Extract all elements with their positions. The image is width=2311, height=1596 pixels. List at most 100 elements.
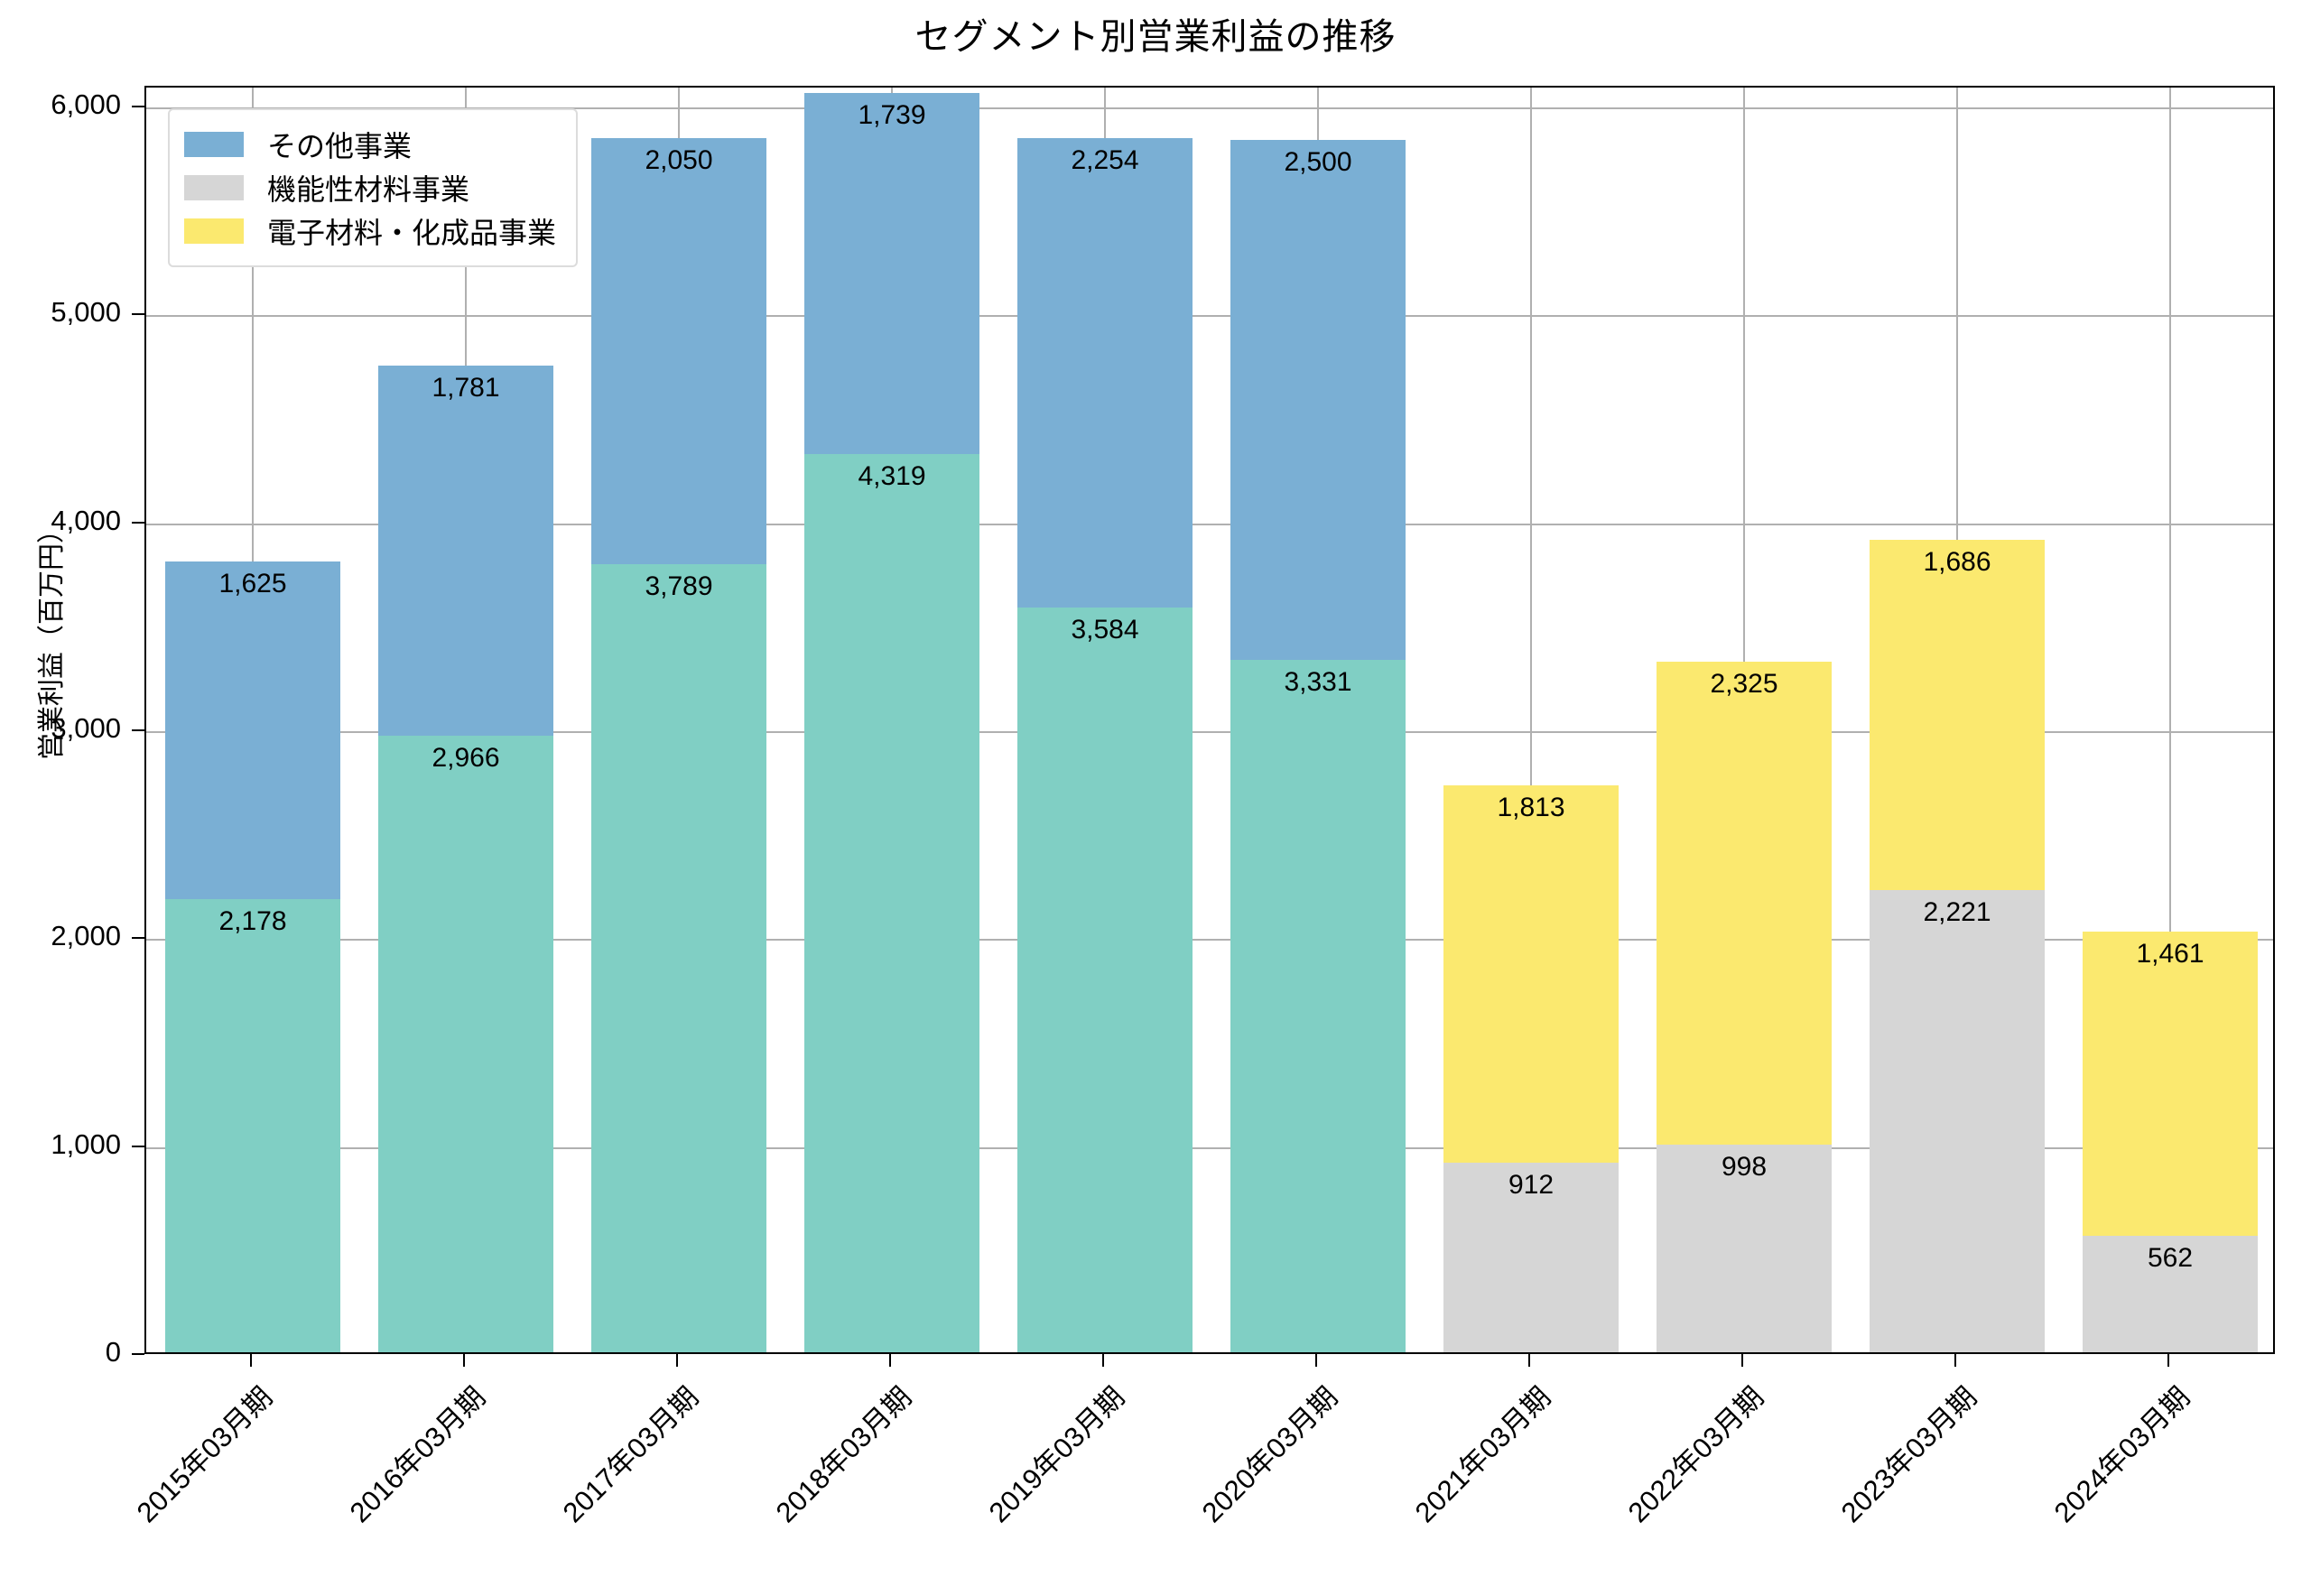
- legend-label: その他事業: [267, 130, 413, 162]
- bar-group[interactable]: 3,789 2,050: [591, 88, 766, 1352]
- bar-value-label: 1,625: [218, 569, 287, 599]
- gridline-horizontal: [146, 731, 2273, 734]
- y-axis-tick-mark: [132, 313, 144, 316]
- y-axis-tick-mark: [132, 1353, 144, 1355]
- legend-swatch: [184, 218, 244, 244]
- bar-group[interactable]: 998 2,325: [1657, 88, 1832, 1352]
- bar-segment[interactable]: [1230, 659, 1406, 1352]
- legend-label: 機能性材料事業: [267, 173, 470, 206]
- x-axis-tick-label: 2021年03月期: [1408, 1380, 1557, 1529]
- bar-segment[interactable]: [1443, 785, 1619, 1163]
- bar-group[interactable]: 2,966 1,781: [378, 88, 553, 1352]
- bar-segment[interactable]: [378, 735, 553, 1352]
- bar-group[interactable]: 3,331 2,500: [1230, 88, 1406, 1352]
- x-axis-tick-mark: [1102, 1354, 1104, 1367]
- bar-segment[interactable]: [804, 92, 979, 455]
- y-axis-tick-label: 0: [105, 1336, 121, 1368]
- bar-segment[interactable]: [1443, 1162, 1619, 1352]
- y-axis-tick-label: 1,000: [51, 1127, 121, 1160]
- x-axis-tick-mark: [1528, 1354, 1530, 1367]
- legend-swatch: [184, 132, 244, 157]
- bar-group[interactable]: 2,178 1,625: [165, 88, 340, 1352]
- bar-value-label: 562: [2147, 1242, 2194, 1273]
- bar-segment[interactable]: [1657, 661, 1832, 1146]
- gridline-horizontal: [146, 315, 2273, 318]
- bar-value-label: 3,789: [645, 571, 713, 602]
- bar-value-label: 3,331: [1284, 666, 1352, 697]
- gridline-vertical: [2169, 88, 2171, 1352]
- bar-segment[interactable]: [165, 899, 340, 1352]
- x-axis-tick-label: 2020年03月期: [1195, 1380, 1344, 1529]
- x-axis-tick-mark: [1741, 1354, 1743, 1367]
- x-axis-tick-label: 2015年03月期: [130, 1380, 279, 1529]
- gridline-horizontal: [146, 939, 2273, 942]
- x-axis-tick-mark: [889, 1354, 891, 1367]
- bar-value-label: 912: [1508, 1169, 1555, 1200]
- bar-value-label: 2,325: [1710, 668, 1778, 699]
- bar-segment[interactable]: [165, 561, 340, 900]
- y-axis-tick-mark: [132, 521, 144, 524]
- x-axis-tick-label: 2018年03月期: [769, 1380, 918, 1529]
- bar-segment[interactable]: [1017, 138, 1193, 608]
- chart-title: セグメント別営業利益の推移: [914, 17, 1397, 57]
- y-axis-tick-label: 3,000: [51, 712, 121, 745]
- x-axis-tick-label: 2024年03月期: [2047, 1380, 2196, 1529]
- y-axis-tick-mark: [132, 106, 144, 108]
- plot-inner: 2,178 1,625 2,966 1,781 3,789 2,050 4,319 1,739…: [146, 88, 2273, 1352]
- plot-area: 2,178 1,625 2,966 1,781 3,789 2,050 4,319 1,739…: [144, 86, 2275, 1354]
- bar-value-label: 2,500: [1284, 146, 1352, 177]
- legend-item[interactable]: 電子材料・化成品事業: [184, 209, 556, 253]
- bar-segment[interactable]: [378, 365, 553, 736]
- bar-value-label: 2,254: [1071, 145, 1139, 176]
- x-axis-tick-label: 2023年03月期: [1834, 1380, 1983, 1529]
- bar-value-label: 2,966: [432, 742, 500, 773]
- bar-value-label: 998: [1721, 1152, 1768, 1183]
- x-axis-tick-mark: [1315, 1354, 1317, 1367]
- bar-value-label: 1,813: [1497, 793, 1565, 823]
- bar-segment[interactable]: [2083, 932, 2258, 1236]
- bar-segment[interactable]: [1657, 1145, 1832, 1352]
- x-axis-tick-label: 2019年03月期: [982, 1380, 1131, 1529]
- bar-value-label: 2,050: [645, 145, 713, 176]
- chart-legend: その他事業機能性材料事業電子材料・化成品事業: [168, 108, 579, 267]
- legend-item[interactable]: その他事業: [184, 123, 556, 166]
- bar-group[interactable]: 3,584 2,254: [1017, 88, 1193, 1352]
- bar-segment[interactable]: [2083, 1235, 2258, 1352]
- bar-group[interactable]: 2,221 1,686: [1870, 88, 2045, 1352]
- bar-segment[interactable]: [1017, 607, 1193, 1352]
- x-axis-tick-label: 2017年03月期: [556, 1380, 705, 1529]
- bar-segment[interactable]: [804, 454, 979, 1352]
- bar-segment[interactable]: [1230, 139, 1406, 660]
- gridline-horizontal: [146, 1146, 2273, 1149]
- y-axis-tick-label: 5,000: [51, 296, 121, 329]
- bar-group[interactable]: 4,319 1,739: [804, 88, 979, 1352]
- y-axis-tick-mark: [132, 1145, 144, 1147]
- y-axis-tick-mark: [132, 937, 144, 940]
- x-axis-tick-mark: [2167, 1354, 2169, 1367]
- x-axis-tick-mark: [463, 1354, 465, 1367]
- x-axis-tick-label: 2016年03月期: [343, 1380, 492, 1529]
- y-axis-tick-label: 4,000: [51, 504, 121, 536]
- bar-group[interactable]: 562 1,461: [2083, 88, 2258, 1352]
- x-axis-tick-mark: [676, 1354, 678, 1367]
- bar-segment[interactable]: [1870, 890, 2045, 1352]
- gridline-horizontal: [146, 107, 2273, 110]
- y-axis-tick-mark: [132, 729, 144, 732]
- bar-value-label: 3,584: [1071, 614, 1139, 645]
- x-axis-tick-label: 2022年03月期: [1621, 1380, 1770, 1529]
- bar-value-label: 1,461: [2136, 939, 2204, 970]
- bar-value-label: 2,221: [1923, 897, 1991, 928]
- gridline-horizontal: [146, 523, 2273, 525]
- x-axis-tick-mark: [250, 1354, 252, 1367]
- bar-value-label: 2,178: [218, 906, 287, 937]
- bar-segment[interactable]: [1870, 540, 2045, 891]
- y-axis-tick-label: 2,000: [51, 920, 121, 952]
- legend-item[interactable]: 機能性材料事業: [184, 166, 556, 209]
- legend-label: 電子材料・化成品事業: [267, 217, 557, 249]
- y-axis-tick-label: 6,000: [51, 88, 121, 121]
- bar-segment[interactable]: [591, 138, 766, 565]
- bar-segment[interactable]: [591, 564, 766, 1352]
- y-axis-label: 営業利益（百万円）: [37, 516, 67, 760]
- bar-group[interactable]: 912 1,813: [1443, 88, 1619, 1352]
- bar-value-label: 1,686: [1923, 547, 1991, 578]
